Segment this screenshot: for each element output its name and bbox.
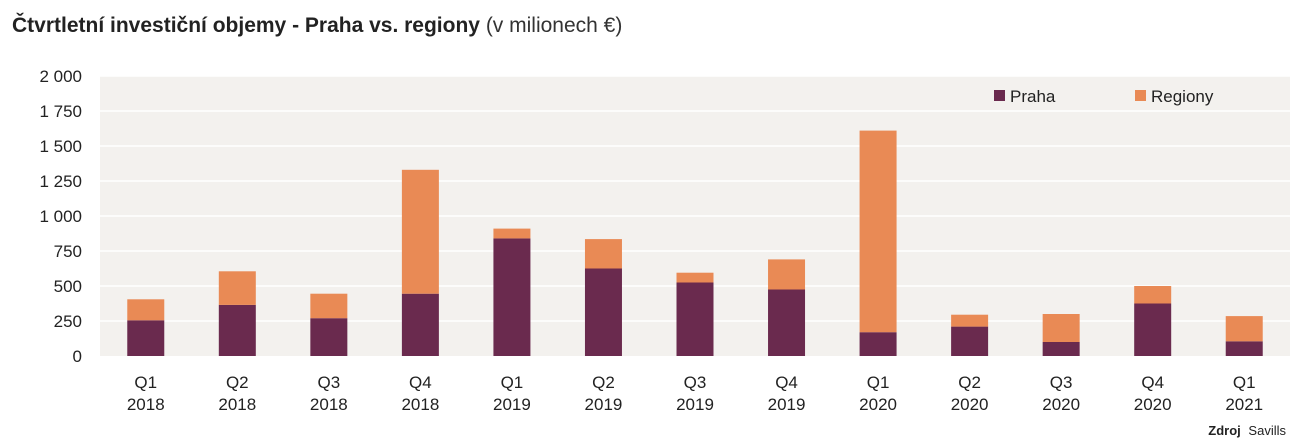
bar-segment-regiony [859,130,897,333]
source-note: Zdroj Savills [1208,423,1286,438]
y-axis-tick-labels: 0 250 500 750 1 000 1 250 1 500 1 750 2 000 [39,67,82,366]
x-tick-label: Q2 2018 [218,373,256,414]
bar-segment-regiony [951,314,989,327]
bar-segment-praha [1134,303,1172,356]
x-tick-label: Q1 2021 [1225,373,1263,414]
bar-segment-praha [1042,342,1080,356]
y-tick-label: 2 000 [39,67,82,86]
bar-segment-regiony [584,239,622,269]
bar-segment-praha [676,282,714,356]
source-value: Savills [1248,423,1286,438]
bar-segment-regiony [676,272,714,283]
x-tick-label: Q2 2020 [951,373,989,414]
bar-segment-regiony [218,271,256,305]
bar-segment-praha [859,332,897,356]
bar-segment-regiony [768,259,806,290]
bar-segment-praha [127,320,165,356]
chart-title-main: Čtvrtletní investiční objemy - Praha vs.… [12,14,480,37]
legend: Praha Regiony [994,87,1214,106]
x-axis-tick-labels: Q1 2018 Q2 2018 Q3 2018 Q4 2018 Q1 2019 Q2 2019 Q3 20… [127,373,1263,414]
chart-subtitle: (v milionech €) [485,14,623,37]
bar-segment-regiony [1042,314,1080,342]
y-tick-label: 1 750 [39,102,82,121]
x-tick-label: Q2 2019 [585,373,623,414]
bar-segment-regiony [401,169,439,294]
legend-swatch-regiony [1135,90,1146,101]
bar-segment-praha [584,268,622,356]
bar-segment-praha [310,318,348,356]
bars [127,130,1263,356]
bar-segment-regiony [127,299,165,321]
x-tick-label: Q1 2020 [859,373,897,414]
x-tick-label: Q1 2018 [127,373,165,414]
legend-label-regiony: Regiony [1151,87,1214,106]
bar-segment-praha [493,238,531,356]
y-tick-label: 1 000 [39,207,82,226]
bar-segment-regiony [1225,316,1263,342]
legend-swatch-praha [994,90,1005,101]
source-label: Zdroj [1208,423,1241,438]
y-tick-label: 0 [73,347,82,366]
x-tick-label: Q4 2018 [401,373,439,414]
bar-segment-regiony [493,228,531,239]
chart-title: Čtvrtletní investiční objemy - Praha vs.… [12,14,622,38]
y-tick-label: 500 [54,277,82,296]
y-tick-label: 750 [54,242,82,261]
bar-segment-praha [218,304,256,356]
x-tick-label: Q3 2020 [1042,373,1080,414]
bar-segment-regiony [1134,286,1172,304]
y-tick-label: 1 500 [39,137,82,156]
y-tick-label: 1 250 [39,172,82,191]
bar-segment-praha [768,289,806,356]
x-tick-label: Q4 2020 [1134,373,1172,414]
y-tick-label: 250 [54,312,82,331]
gridlines [100,75,1290,322]
legend-label-praha: Praha [1010,87,1056,106]
bar-segment-praha [951,326,989,356]
bar-segment-praha [1225,341,1263,356]
bar-segment-regiony [310,293,348,319]
x-tick-label: Q3 2018 [310,373,348,414]
bar-segment-praha [401,293,439,356]
x-tick-label: Q1 2019 [493,373,531,414]
x-tick-label: Q4 2019 [768,373,806,414]
x-tick-label: Q3 2019 [676,373,714,414]
